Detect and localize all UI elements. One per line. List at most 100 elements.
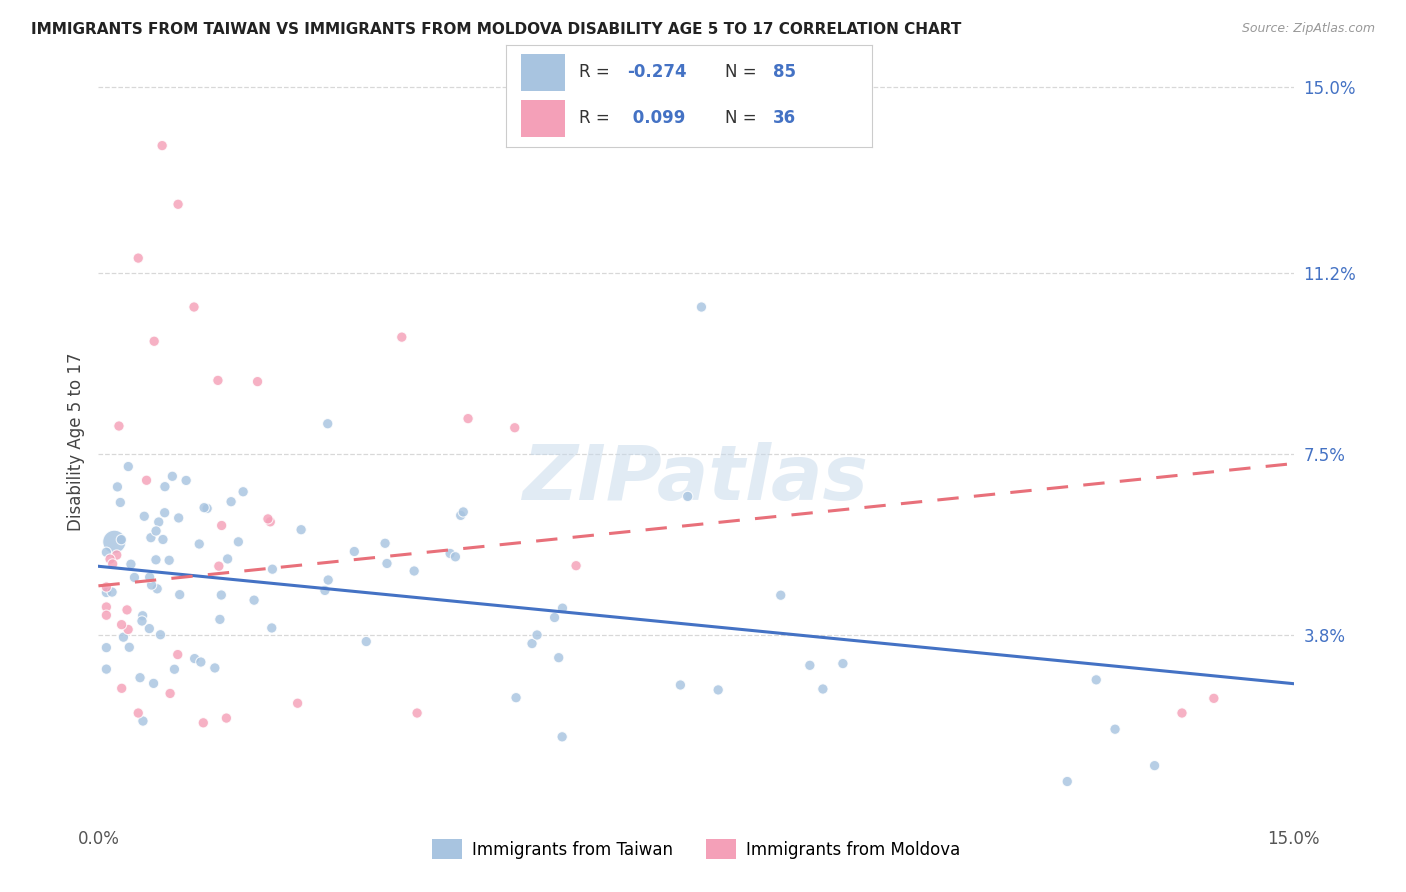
Point — [162, 469, 184, 483]
Point — [143, 334, 166, 349]
Point — [112, 630, 135, 644]
Point — [262, 562, 284, 576]
Point — [676, 490, 699, 504]
Point — [134, 509, 156, 524]
Point — [520, 636, 543, 650]
Point — [503, 421, 526, 435]
Point — [135, 473, 157, 487]
Point — [444, 549, 467, 564]
Point — [153, 480, 176, 494]
Point — [145, 553, 167, 567]
Point — [183, 651, 205, 665]
Point — [209, 588, 232, 602]
Text: 0.099: 0.099 — [627, 110, 685, 128]
Point — [707, 682, 730, 697]
Bar — [520, 54, 565, 91]
Point — [374, 536, 396, 550]
Point — [159, 686, 181, 700]
Point — [153, 506, 176, 520]
Point — [107, 480, 129, 494]
Point — [669, 678, 692, 692]
Point — [96, 580, 118, 594]
Bar — [520, 100, 565, 137]
Point — [110, 617, 132, 632]
Text: R =: R = — [579, 110, 616, 128]
Point — [219, 494, 242, 508]
Point — [141, 578, 163, 592]
Point — [142, 676, 165, 690]
Point — [354, 634, 377, 648]
Point — [118, 640, 141, 655]
Point — [108, 419, 131, 434]
Point — [145, 524, 167, 538]
Text: 36: 36 — [773, 110, 796, 128]
Point — [105, 548, 128, 562]
Point — [117, 623, 139, 637]
Point — [150, 138, 173, 153]
Point — [391, 330, 413, 344]
Point — [101, 557, 124, 571]
Point — [439, 546, 461, 560]
Point — [204, 661, 226, 675]
Legend: Immigrants from Taiwan, Immigrants from Moldova: Immigrants from Taiwan, Immigrants from … — [425, 833, 967, 865]
Point — [96, 640, 118, 655]
Point — [547, 650, 569, 665]
Point — [1104, 723, 1126, 737]
Point — [314, 583, 336, 598]
Point — [148, 515, 170, 529]
Point — [215, 711, 238, 725]
Point — [96, 599, 118, 614]
Point — [1171, 706, 1194, 720]
Point — [138, 622, 160, 636]
Point — [551, 730, 574, 744]
Point — [232, 484, 254, 499]
Point — [193, 500, 215, 515]
Point — [127, 251, 149, 265]
Point — [453, 505, 475, 519]
Point — [343, 544, 366, 558]
Point — [769, 588, 792, 602]
Point — [404, 564, 426, 578]
Point — [188, 537, 211, 551]
Text: N =: N = — [725, 110, 762, 128]
Point — [127, 706, 149, 720]
Point — [120, 558, 142, 572]
Point — [183, 300, 205, 314]
Point — [257, 512, 280, 526]
Point — [228, 534, 250, 549]
Point — [131, 608, 153, 623]
Point — [167, 511, 190, 525]
Point — [190, 655, 212, 669]
Point — [152, 533, 174, 547]
Point — [149, 628, 172, 642]
Point — [96, 662, 118, 676]
Point — [290, 523, 312, 537]
Point — [193, 715, 215, 730]
Point — [260, 621, 283, 635]
Point — [115, 603, 138, 617]
Point — [799, 658, 821, 673]
Point — [110, 533, 132, 547]
Point — [117, 459, 139, 474]
Point — [157, 553, 180, 567]
Text: ZIPatlas: ZIPatlas — [523, 442, 869, 516]
Text: 85: 85 — [773, 63, 796, 81]
Point — [1143, 758, 1166, 772]
Point — [565, 558, 588, 573]
Point — [831, 657, 853, 671]
Text: Source: ZipAtlas.com: Source: ZipAtlas.com — [1241, 22, 1375, 36]
Y-axis label: Disability Age 5 to 17: Disability Age 5 to 17 — [66, 352, 84, 531]
Point — [375, 557, 398, 571]
Point — [246, 375, 269, 389]
Point — [1085, 673, 1108, 687]
Point — [174, 474, 197, 488]
Point — [169, 588, 191, 602]
Point — [1056, 774, 1078, 789]
Point — [543, 610, 565, 624]
Point — [101, 585, 124, 599]
Point — [167, 197, 190, 211]
Point — [146, 582, 169, 596]
Point — [551, 601, 574, 615]
Point — [96, 585, 118, 599]
Text: R =: R = — [579, 63, 616, 81]
